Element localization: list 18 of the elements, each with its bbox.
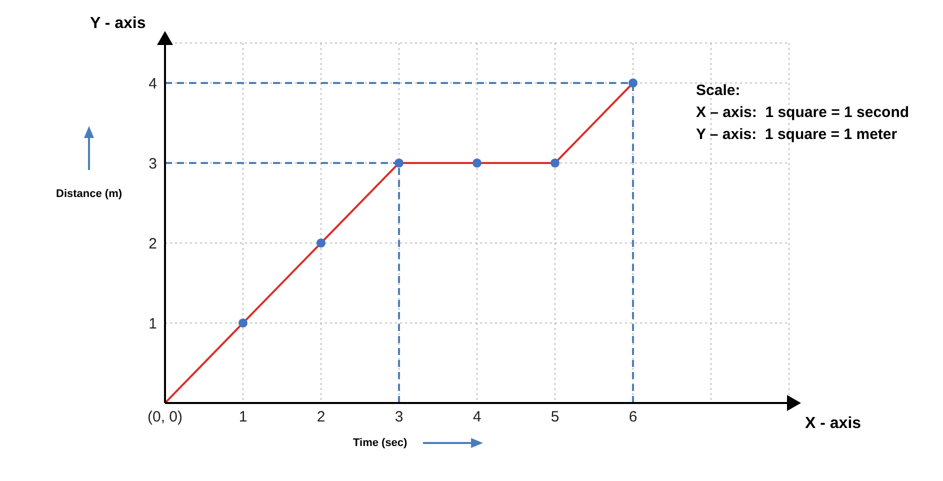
annotation: Y – axis: 1 square = 1 meter xyxy=(696,125,898,145)
x-tick-label: 2 xyxy=(316,408,326,426)
text: Y - axis xyxy=(90,15,146,33)
x-tick-label: 4 xyxy=(472,408,482,426)
x-tick-label: 1 xyxy=(238,408,248,426)
y-axis-title: Distance (m) xyxy=(56,188,122,200)
text: X - axis xyxy=(805,415,862,433)
x-tick-label: 3 xyxy=(394,408,404,426)
x-tick-label: (0, 0) xyxy=(147,408,183,426)
y-tick-label: 2 xyxy=(148,235,157,252)
y-tick-label: 4 xyxy=(148,75,157,92)
annotation: X – axis: 1 square = 1 second xyxy=(696,103,910,123)
x-axis-title: Time (sec) xyxy=(353,437,408,449)
annotation: Scale: xyxy=(696,81,742,101)
y-tick-label: 3 xyxy=(148,155,157,172)
y-tick-label: 1 xyxy=(148,315,157,332)
x-tick-label: 5 xyxy=(550,408,560,426)
x-tick-label: 6 xyxy=(628,408,638,426)
